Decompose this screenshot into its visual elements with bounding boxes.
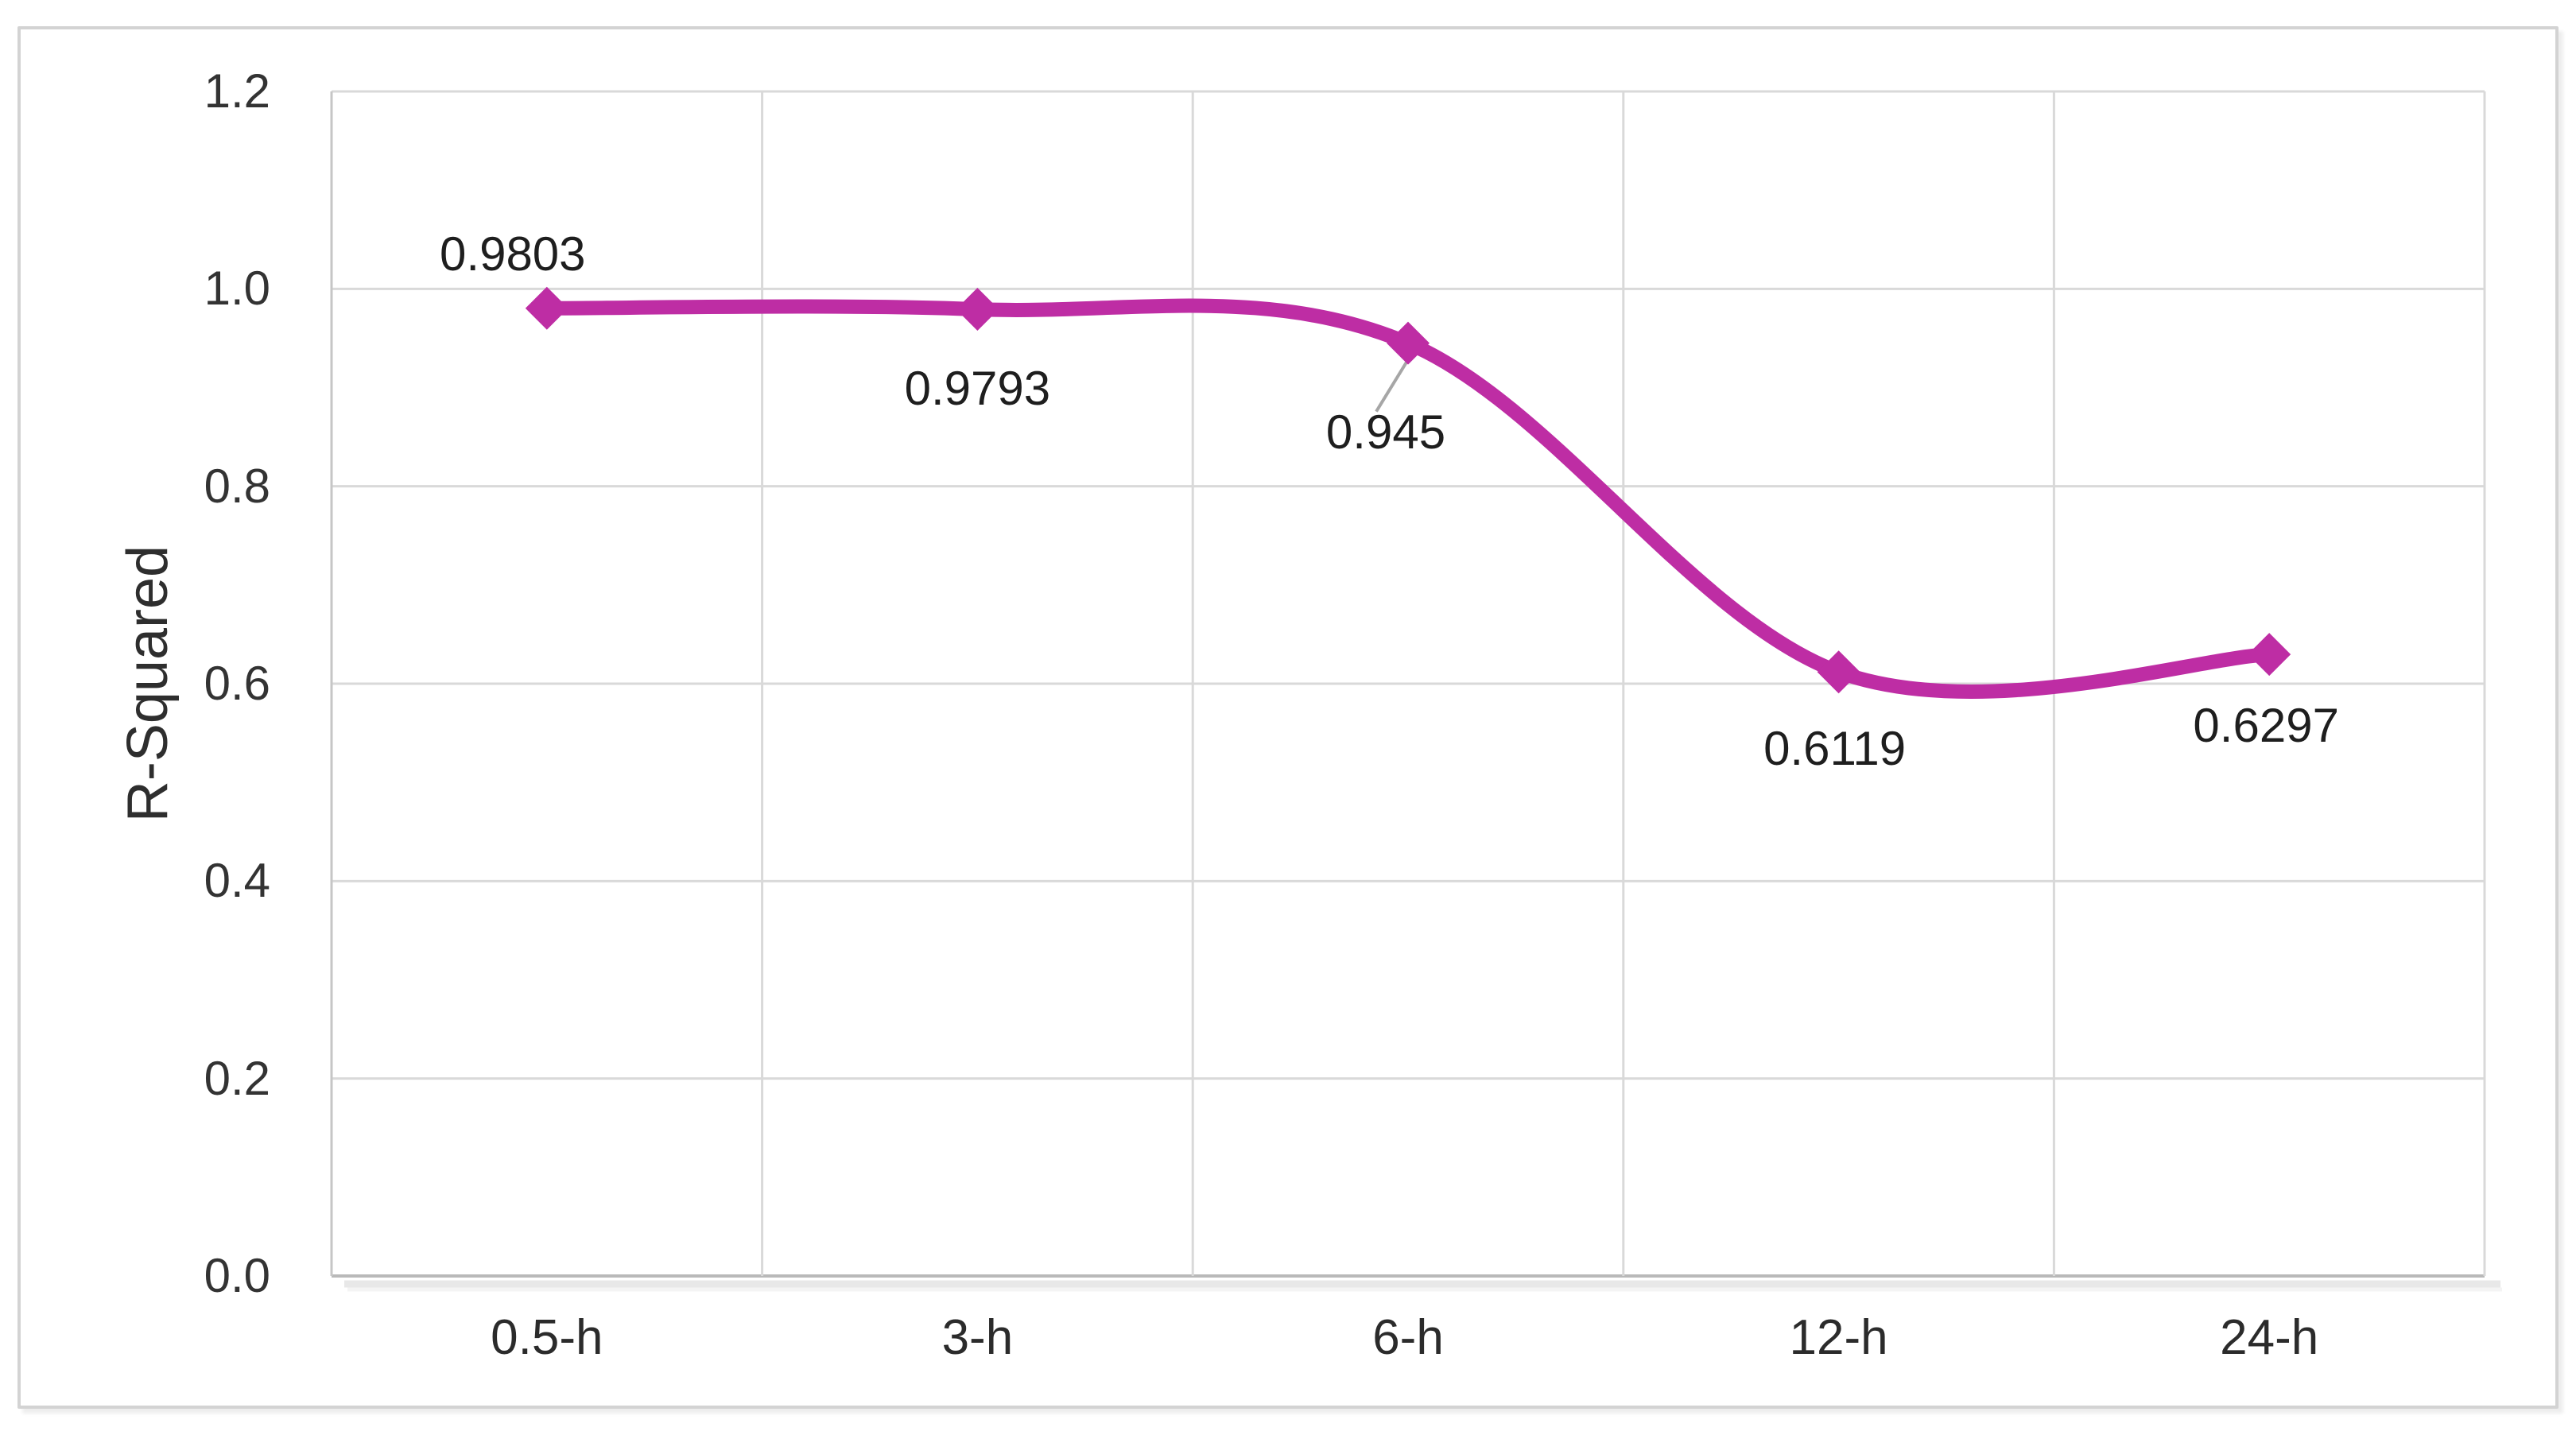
data-point-marker [1817,650,1860,694]
x-axis-category-label: 12-h [1789,1310,1888,1365]
y-axis-tick-label: 1.2 [204,64,270,118]
chart-border-frame [17,26,2559,1409]
y-axis-tick-label: 0.8 [204,459,270,513]
y-axis-tick-label: 0.6 [204,657,270,710]
y-axis-tick-label: 1.0 [204,262,270,316]
y-axis-tick-label: 0.0 [204,1249,270,1302]
data-label: 0.9803 [440,227,586,281]
data-label: 0.6297 [2193,699,2339,753]
data-label-leader-line [1375,361,1408,413]
data-label: 0.9793 [904,362,1051,416]
x-axis-category-label: 6-h [1372,1310,1444,1365]
data-label: 0.6119 [1763,722,1907,776]
data-point-marker [1387,321,1430,365]
y-axis-tick-label: 0.2 [204,1051,270,1105]
data-point-marker [2248,633,2291,677]
y-axis-tick-label: 0.4 [204,854,270,908]
data-point-marker [525,286,568,330]
x-axis-category-label: 3-h [941,1310,1014,1365]
data-label: 0.945 [1325,405,1446,459]
x-axis-category-label: 0.5-h [491,1310,603,1365]
data-point-marker [956,288,999,332]
x-axis-category-label: 24-h [2220,1310,2319,1365]
